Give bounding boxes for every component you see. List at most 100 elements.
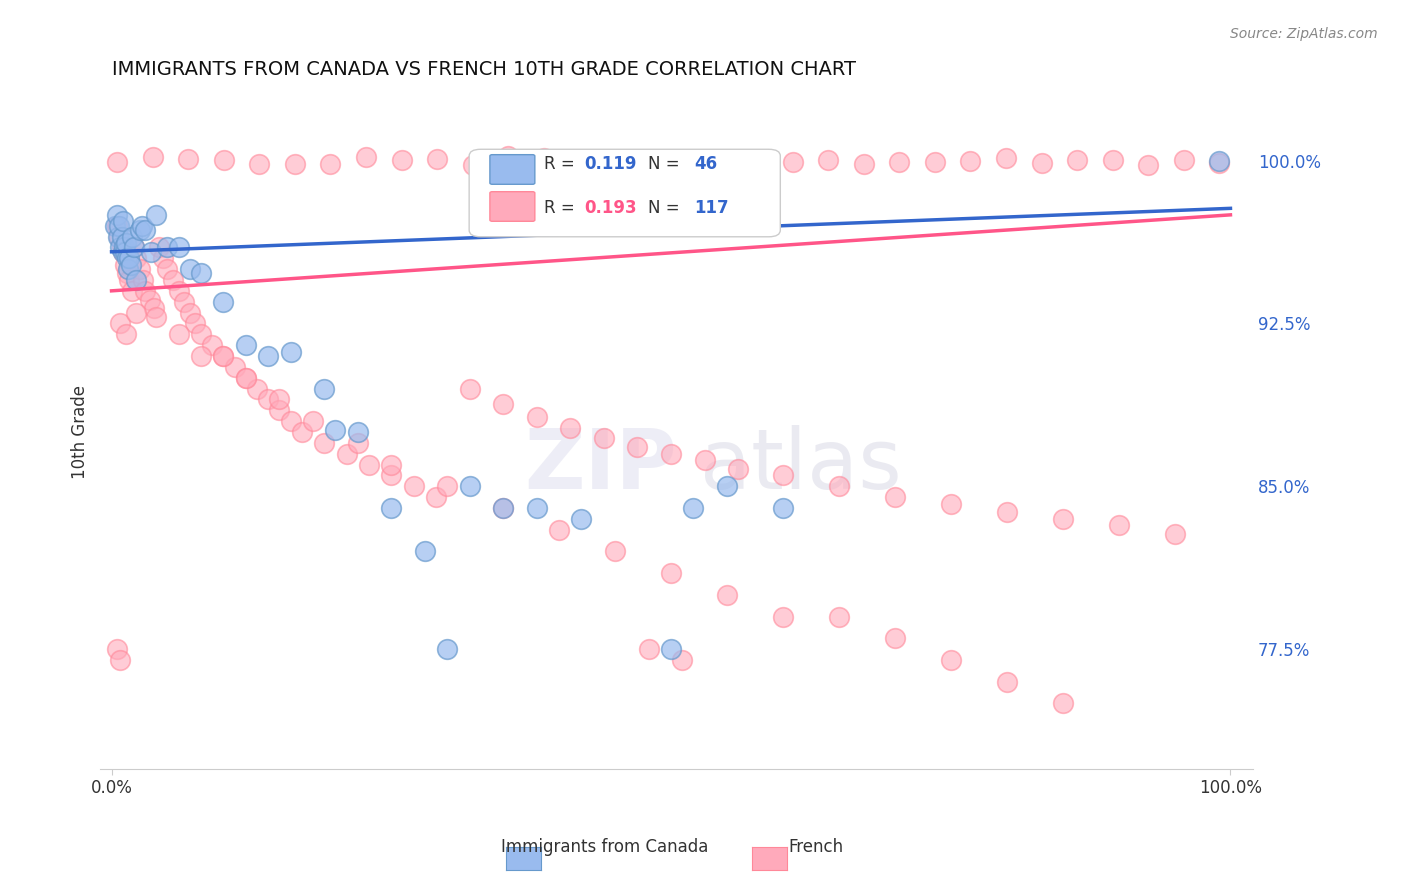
Point (105, 154, 128, 169)
Point (995, 674, 1018, 689)
Point (496, 149, 519, 163)
Point (167, 327, 190, 342)
Point (548, 523, 571, 537)
Point (105, 642, 128, 657)
Text: R =: R = (544, 155, 581, 173)
Point (125, 273, 148, 287)
Text: Immigrants from Canada: Immigrants from Canada (501, 838, 709, 856)
Point (314, 435, 336, 450)
Point (280, 344, 302, 359)
Point (380, 458, 402, 472)
Point (314, 382, 336, 396)
Point (110, 229, 132, 244)
Point (167, 284, 190, 298)
Point (626, 440, 648, 454)
Point (1163, 527, 1185, 541)
Point (357, 458, 380, 472)
Point (659, 447, 682, 461)
Point (257, 392, 280, 407)
Point (212, 349, 235, 363)
Point (425, 490, 447, 504)
Point (235, 370, 257, 384)
FancyBboxPatch shape (489, 154, 534, 185)
Point (817, 153, 839, 167)
Point (533, 151, 555, 165)
Point (179, 262, 201, 277)
Point (115, 327, 138, 342)
Point (413, 544, 436, 558)
Point (640, 156, 662, 170)
Point (114, 258, 136, 272)
Point (108, 229, 131, 244)
Point (710, 153, 733, 168)
Point (212, 153, 235, 167)
Point (134, 223, 156, 237)
Point (131, 219, 153, 233)
Point (571, 512, 593, 526)
Point (302, 414, 325, 428)
Point (115, 236, 138, 251)
Point (108, 219, 131, 233)
Text: N =: N = (648, 155, 685, 173)
Point (110, 317, 132, 331)
Point (675, 155, 697, 169)
Point (139, 244, 162, 259)
Point (458, 382, 481, 396)
Point (772, 500, 794, 515)
Point (269, 403, 291, 417)
Point (603, 156, 626, 170)
Point (110, 240, 132, 254)
Point (693, 453, 716, 467)
Point (828, 479, 851, 493)
Point (122, 240, 145, 254)
Point (156, 240, 179, 254)
Y-axis label: 10th Grade: 10th Grade (72, 385, 89, 479)
Text: Source: ZipAtlas.com: Source: ZipAtlas.com (1230, 27, 1378, 41)
Point (772, 609, 794, 624)
Point (782, 155, 804, 169)
Point (284, 156, 307, 170)
Point (212, 349, 235, 363)
Point (246, 382, 269, 396)
Point (152, 252, 174, 266)
Point (110, 240, 132, 254)
Point (111, 244, 134, 259)
Point (335, 447, 357, 461)
Point (1108, 518, 1130, 533)
FancyBboxPatch shape (470, 149, 780, 236)
Point (148, 240, 170, 254)
Text: French: French (787, 838, 844, 856)
Point (257, 349, 280, 363)
Point (118, 252, 141, 266)
Point (461, 158, 484, 172)
Point (883, 490, 905, 504)
Point (637, 642, 659, 657)
Point (247, 156, 270, 170)
Point (145, 208, 167, 222)
Point (120, 258, 142, 272)
Text: 0.193: 0.193 (585, 199, 637, 217)
Point (772, 468, 794, 483)
Point (179, 305, 201, 319)
Point (143, 301, 166, 316)
Point (122, 240, 145, 254)
Point (1208, 153, 1230, 168)
Point (380, 500, 402, 515)
Text: 46: 46 (695, 155, 717, 173)
Point (603, 544, 626, 558)
Point (173, 294, 195, 309)
Point (114, 244, 136, 259)
Point (852, 157, 875, 171)
FancyBboxPatch shape (489, 192, 534, 221)
Point (1052, 512, 1074, 526)
Point (682, 500, 704, 515)
Point (568, 156, 591, 170)
Point (104, 219, 127, 233)
Point (145, 310, 167, 324)
Point (436, 479, 458, 493)
Text: 117: 117 (695, 199, 728, 217)
Point (128, 223, 150, 237)
Point (426, 152, 449, 166)
Point (716, 588, 738, 602)
Point (727, 462, 749, 476)
